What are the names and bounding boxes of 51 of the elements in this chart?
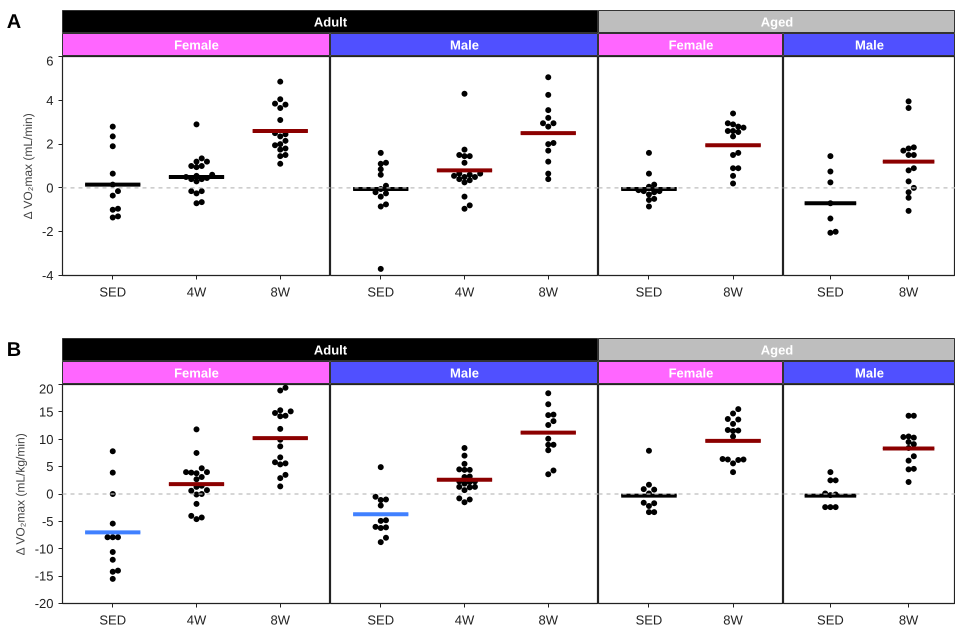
x-tick-label: 4W (186, 284, 207, 300)
x-tick-label: 8W (898, 612, 920, 628)
x-tick-label: SED (817, 284, 844, 300)
text: Female (668, 366, 714, 380)
y-tick-label: 4 (46, 92, 54, 108)
x-tick-label: SED (636, 284, 662, 300)
text: B (6, 339, 22, 361)
y-tick-label: 2 (46, 136, 54, 152)
text: Aged (760, 342, 794, 358)
text: Female (668, 38, 714, 52)
text: Aged (760, 14, 794, 30)
text: Adult (314, 14, 348, 30)
y-tick-label: 10 (39, 432, 54, 447)
x-tick-label: 8W (270, 284, 291, 300)
y-tick-label: 5 (46, 459, 54, 474)
y-tick-label: -15 (34, 568, 54, 584)
text: Male (855, 38, 884, 52)
x-tick-label: 8W (538, 612, 559, 628)
x-tick-label: 8W (270, 612, 291, 628)
y-axis-title: Δ VO₂max (mL/kg/min) (14, 433, 28, 556)
x-tick-label: 8W (723, 612, 744, 628)
x-tick-label: 4W (186, 612, 207, 628)
y-tick-label: 15 (39, 404, 54, 420)
y-tick-label: -5 (42, 514, 54, 529)
text: A (6, 11, 22, 33)
y-tick-label: -20 (34, 596, 54, 611)
text: Male (450, 38, 479, 52)
x-tick-label: 8W (898, 284, 920, 300)
y-tick-label: 20 (39, 382, 54, 396)
x-tick-label: SED (99, 612, 126, 628)
x-tick-label: 4W (454, 284, 475, 300)
x-tick-label: SED (367, 284, 394, 300)
y-tick-label: 6 (46, 54, 54, 68)
text: Female (174, 38, 219, 52)
y-tick-label: -2 (42, 224, 54, 240)
y-tick-label: -10 (34, 541, 54, 556)
x-tick-label: SED (817, 612, 844, 628)
text: Male (450, 366, 479, 380)
x-tick-label: SED (636, 612, 662, 628)
text: Male (855, 366, 884, 380)
x-tick-label: SED (367, 612, 394, 628)
y-tick-label: -4 (42, 268, 54, 283)
y-tick-label: 0 (46, 180, 54, 196)
text: Female (174, 366, 219, 380)
y-axis-title: Δ VO₂max (mL/min) (20, 113, 35, 220)
x-tick-label: 8W (723, 284, 744, 300)
x-tick-label: SED (99, 284, 126, 300)
text: Adult (314, 342, 348, 358)
x-tick-label: 4W (454, 612, 475, 628)
y-tick-label: 0 (46, 486, 54, 502)
x-tick-label: 8W (538, 284, 559, 300)
